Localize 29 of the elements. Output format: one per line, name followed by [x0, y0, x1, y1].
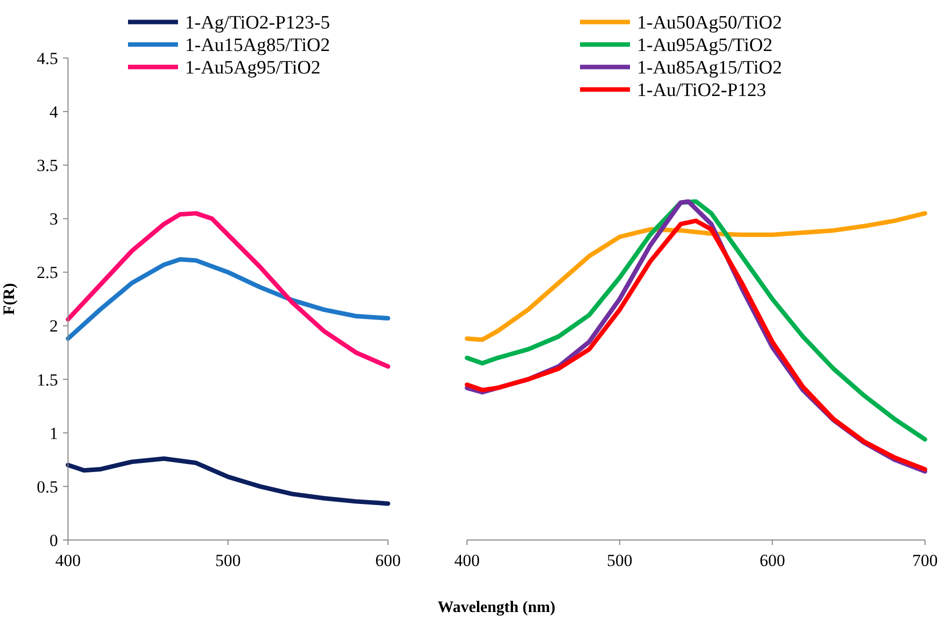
legend-label: 1-Au/TiO2-P123	[637, 80, 766, 102]
y-tick-label: 3.5	[36, 156, 58, 176]
x-tick-label: 700	[912, 551, 938, 570]
legend-label: 1-Ag/TiO2-P123-5	[185, 12, 330, 34]
y-tick-label: 3	[50, 210, 58, 229]
x-tick-label: 600	[375, 551, 401, 570]
y-tick-label: 1	[50, 424, 58, 443]
line-series	[66, 257, 390, 341]
legend-label: 1-Au5Ag95/TiO2	[185, 58, 320, 79]
legend-label: 1-Au85Ag15/TiO2	[637, 58, 782, 79]
legend-label: 1-Au15Ag85/TiO2	[185, 35, 330, 56]
y-tick-label: 0	[50, 530, 58, 550]
line-series	[66, 211, 390, 369]
y-tick-label: 4.5	[36, 48, 58, 68]
legend-label: 1-Au95Ag5/TiO2	[637, 35, 772, 56]
x-tick-label: 500	[606, 551, 632, 570]
y-tick-label: 4	[50, 102, 58, 122]
x-tick-label: 400	[55, 551, 81, 570]
x-tick-label: 500	[215, 551, 241, 570]
legend-label: 1-Au50Ag50/TiO2	[637, 12, 782, 34]
x-tick-label: 600	[760, 551, 786, 570]
y-tick-label: 1.5	[36, 370, 58, 390]
x-axis-title: Wavelength (nm)	[438, 599, 556, 616]
line-series	[66, 456, 390, 506]
y-tick-label: 0.5	[36, 477, 58, 496]
x-tick-label: 400	[454, 551, 480, 570]
y-axis-title: F(R)	[1, 283, 18, 315]
y-tick-label: 2.5	[36, 263, 58, 282]
y-tick-label: 2	[50, 316, 58, 336]
